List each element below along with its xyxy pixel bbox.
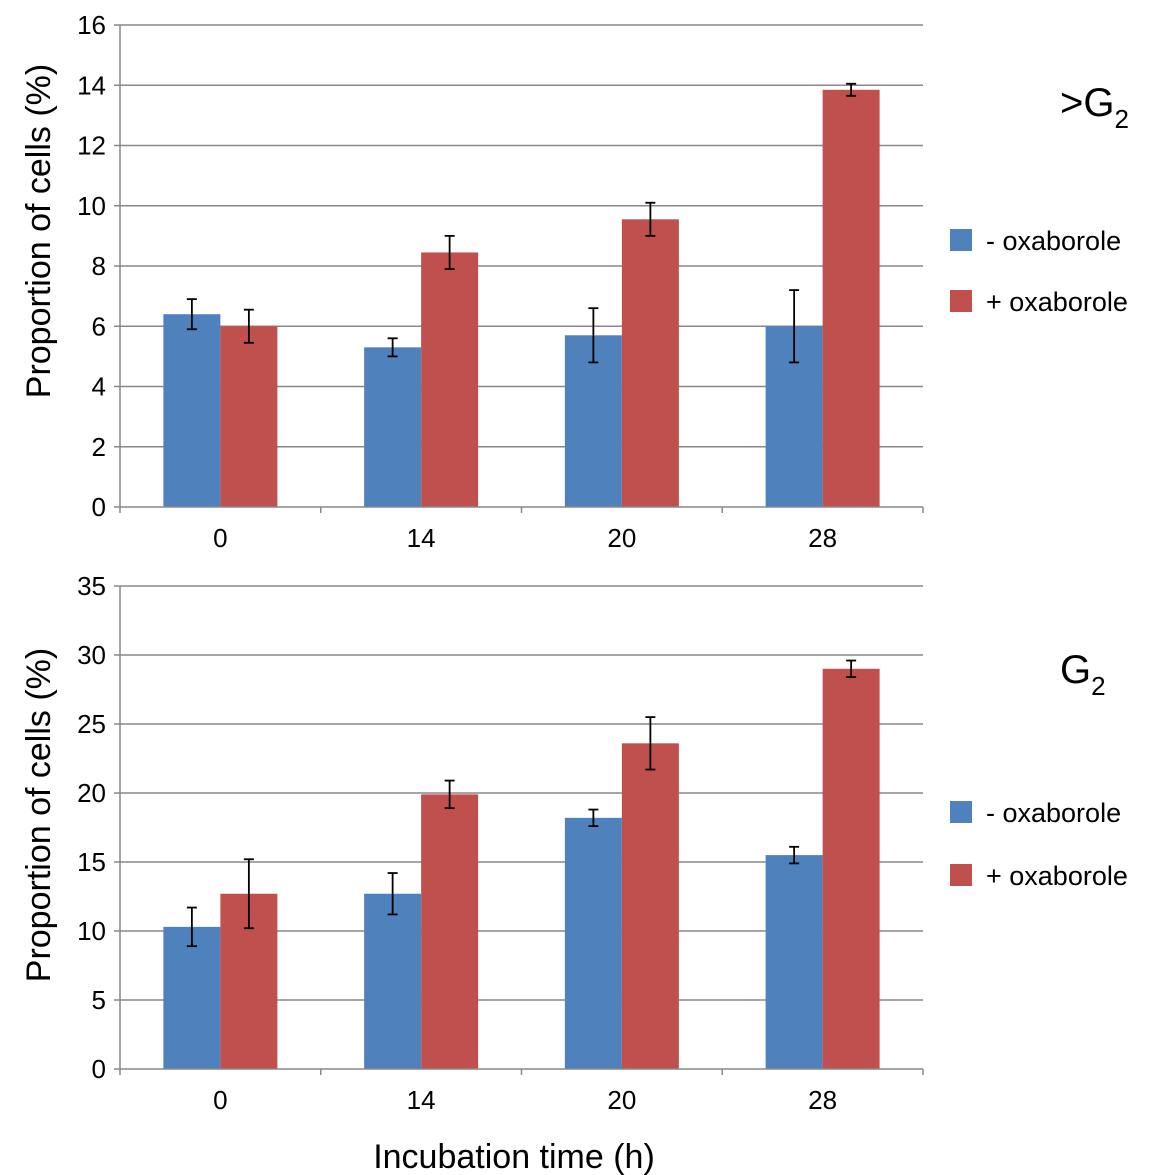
legend-label: + oxaborole <box>986 287 1128 317</box>
y-tick-label: 0 <box>92 1054 106 1084</box>
bar <box>621 219 679 507</box>
y-axis-label: Proportion of cells (%) <box>20 64 58 398</box>
bar <box>364 347 422 507</box>
bar <box>421 252 479 507</box>
panel-label-subscript: 2 <box>1114 104 1128 134</box>
bar <box>163 926 221 1069</box>
y-tick-label: 6 <box>92 311 106 341</box>
legend-label: + oxaborole <box>986 861 1128 891</box>
legend-swatch <box>950 229 972 251</box>
y-tick-label: 14 <box>77 70 106 100</box>
panel-label-subscript: 2 <box>1091 671 1105 701</box>
legend-swatch <box>950 290 972 312</box>
panel-label-text: >G <box>1060 81 1114 125</box>
y-tick-label: 15 <box>77 847 106 877</box>
panel-label: >G2 <box>1060 81 1129 134</box>
y-tick-label: 5 <box>92 985 106 1015</box>
bar <box>364 893 422 1069</box>
bar <box>822 89 880 508</box>
bar <box>621 743 679 1069</box>
panel-label-text: G <box>1060 648 1091 692</box>
bar <box>822 668 880 1069</box>
y-axis-label: Proportion of cells (%) <box>20 648 58 982</box>
bar <box>220 326 278 507</box>
x-tick-label: 14 <box>407 523 436 553</box>
bar <box>564 817 622 1069</box>
y-tick-label: 4 <box>92 372 106 402</box>
y-tick-label: 16 <box>77 10 106 40</box>
legend-label: - oxaborole <box>986 226 1121 256</box>
y-tick-label: 35 <box>77 571 106 601</box>
y-tick-label: 0 <box>92 492 106 522</box>
y-tick-label: 30 <box>77 640 106 670</box>
x-tick-label: 20 <box>607 1085 636 1115</box>
y-tick-label: 10 <box>77 191 106 221</box>
bar <box>564 335 622 507</box>
panel-label: G2 <box>1060 648 1106 701</box>
bar <box>765 855 823 1069</box>
x-tick-label: 14 <box>407 1085 436 1115</box>
bar <box>163 314 221 507</box>
chart-panel-g2-plus: 0 2 4 6 8 10 12 14 16 Proportion of cells (%) 0 14 2… <box>20 10 1129 553</box>
x-tick-label: 28 <box>808 1085 837 1115</box>
bar <box>421 794 479 1069</box>
y-tick-label: 10 <box>77 916 106 946</box>
chart-panel-g2: 0 5 10 15 20 25 30 35 Proportion of cells (%) 0 14… <box>20 571 1128 1115</box>
x-axis-label: Incubation time (h) <box>373 1138 655 1175</box>
x-tick-label: 20 <box>607 523 636 553</box>
legend-swatch <box>950 864 972 886</box>
x-tick-label: 0 <box>213 523 227 553</box>
y-tick-label: 25 <box>77 709 106 739</box>
y-tick-label: 2 <box>92 432 106 462</box>
y-tick-label: 12 <box>77 131 106 161</box>
y-tick-label: 20 <box>77 778 106 808</box>
legend-label: - oxaborole <box>986 798 1121 828</box>
x-tick-label: 0 <box>213 1085 227 1115</box>
legend-swatch <box>950 801 972 823</box>
x-tick-label: 28 <box>808 523 837 553</box>
y-tick-label: 8 <box>92 251 106 281</box>
